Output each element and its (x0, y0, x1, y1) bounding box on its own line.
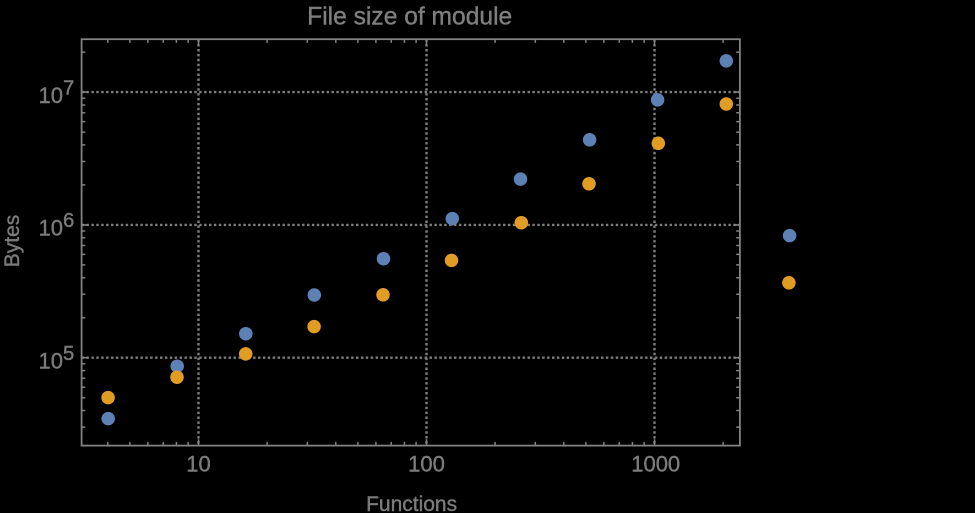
svg-text:10: 10 (39, 348, 63, 373)
svg-text:100: 100 (408, 452, 445, 477)
svg-text:10: 10 (186, 452, 210, 477)
svg-text:10: 10 (39, 216, 63, 241)
svg-text:10: 10 (39, 83, 63, 108)
svg-text:5: 5 (63, 343, 74, 365)
svg-text:1000: 1000 (631, 452, 680, 477)
svg-text:6: 6 (63, 210, 74, 232)
svg-text:File size of module: File size of module (307, 4, 512, 31)
svg-text:Bytes: Bytes (1, 215, 24, 268)
svg-text:Functions: Functions (366, 493, 457, 513)
svg-text:7: 7 (63, 77, 74, 99)
